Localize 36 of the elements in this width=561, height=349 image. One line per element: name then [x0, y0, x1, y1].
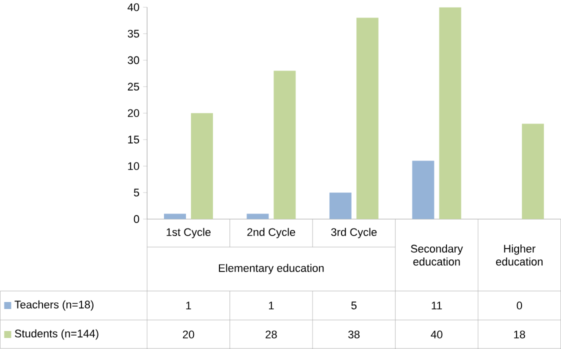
legend-label: Teachers (n=18) — [14, 300, 94, 311]
legend-label: Students (n=144) — [14, 329, 98, 340]
y-tick-label: 20 — [128, 109, 140, 117]
x-tick-label: 3rd Cycle — [331, 228, 377, 238]
bar — [412, 160, 434, 219]
bar — [190, 113, 213, 219]
bar — [356, 18, 378, 219]
y-tick-label: 10 — [128, 162, 140, 170]
y-tick-label: 15 — [128, 136, 140, 144]
data-label: 1 — [186, 302, 191, 310]
bar — [274, 70, 296, 219]
data-label: 18 — [514, 330, 526, 338]
bar — [439, 7, 462, 219]
data-label: 28 — [266, 330, 277, 338]
bar — [522, 124, 544, 219]
bar — [164, 214, 186, 219]
y-tick-label: 0 — [134, 215, 140, 223]
x-tick-label: 2nd Cycle — [247, 228, 296, 238]
data-label: 1 — [268, 302, 274, 310]
data-label: 5 — [351, 302, 357, 310]
x-tick-label: Higher education — [496, 244, 543, 266]
data-label: 0 — [516, 302, 522, 310]
y-tick-label: 5 — [134, 188, 140, 196]
y-tick-label: 30 — [128, 56, 140, 64]
data-label: 40 — [430, 330, 442, 338]
bar — [246, 214, 269, 219]
data-label: 38 — [348, 330, 360, 338]
x-tick-label: 1st Cycle — [166, 228, 211, 238]
bar — [329, 192, 352, 219]
data-label: 20 — [182, 330, 194, 338]
x-tick-label: Secondary education — [410, 244, 463, 266]
y-tick-label: 40 — [128, 3, 140, 12]
y-tick-label: 25 — [128, 82, 140, 90]
data-label: 11 — [432, 302, 442, 310]
y-tick-label: 35 — [128, 30, 140, 38]
text: Elementary education — [218, 264, 324, 274]
